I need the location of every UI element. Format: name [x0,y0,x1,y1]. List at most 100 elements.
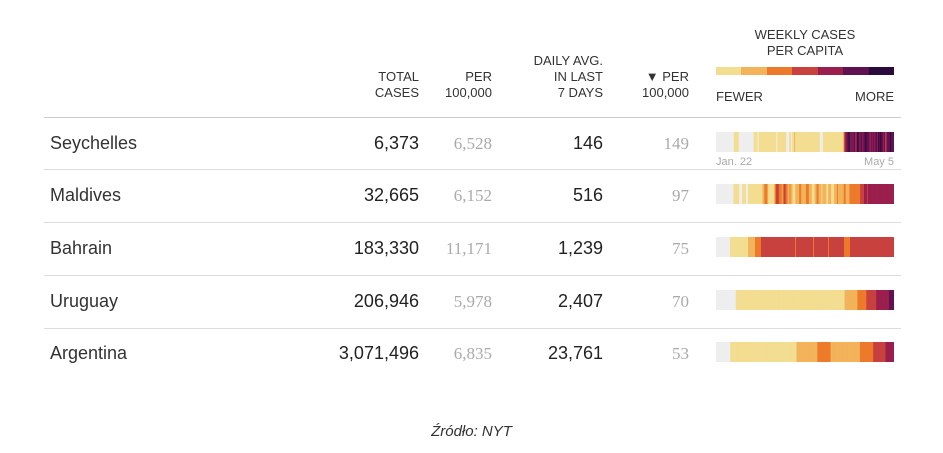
strip-cell [872,132,874,152]
strip-cell [880,290,882,310]
strip-cell [770,132,772,152]
strip-cell [789,342,792,362]
strip-cell [752,132,754,152]
strip-cell [852,132,854,152]
strip-cell [791,342,794,362]
strip-cell [823,342,826,362]
strip-cell [841,290,843,310]
strip-cell [799,132,801,152]
strip-cell [736,290,739,310]
strip-cell [826,342,829,362]
strip-cell [808,184,811,204]
strip-cell [788,132,790,152]
strip-cell [746,237,748,257]
weekly-cases-strip [716,290,894,310]
strip-cell [814,290,817,310]
strip-cell [826,290,829,310]
weekly-cases-strip [716,342,894,362]
strip-cell [825,290,828,310]
strip-cell [786,184,788,204]
strip-cell [817,237,819,257]
strip-cell [776,132,778,152]
strip-cell [739,184,741,204]
strip-cell [800,184,802,204]
strip-cell [788,290,790,310]
strip-cell [801,290,803,310]
strip-cell [721,184,724,204]
strip-cell [825,132,828,152]
strip-cell [817,184,819,204]
strip-cell [848,342,850,362]
strip-cell [806,237,808,257]
strip-cell [780,342,782,362]
strip-cell [734,184,736,204]
strip-cell [891,342,893,362]
strip-cell [870,184,873,204]
strip-cell [753,237,755,257]
strip-cell [727,237,729,257]
strip-cell [839,342,841,362]
strip-cell [772,342,775,362]
strip-cell [891,290,893,310]
strip-cell [724,184,727,204]
strip-cell [806,184,809,204]
strip-cell [824,184,826,204]
strip-cell [804,237,806,257]
strip-cell [785,290,787,310]
strip-cell [806,290,809,310]
strip-cell [832,342,834,362]
header-divider [44,117,901,118]
strip-cell [889,290,891,310]
strip-cell [732,132,735,152]
strip-cell [851,290,853,310]
daily-per-100k-cell: 75 [672,239,689,258]
strip-cell [853,132,855,152]
header-daily-avg-line2: IN LAST [553,69,603,84]
strip-cell [737,342,740,362]
strip-cell [803,184,805,204]
strip-cell [820,290,823,310]
strip-cell [785,132,787,152]
strip-cell [847,342,849,362]
legend-swatch [741,67,767,75]
strip-cell [847,290,849,310]
strip-cell [804,132,806,152]
header-per-100k-sorted[interactable]: ▼ PER 100,000 [610,69,689,101]
strip-cell [760,290,762,310]
strip-cell [772,132,774,152]
strip-cell [751,342,753,362]
strip-cell [866,237,868,257]
strip-cell [781,132,783,152]
strip-cell [791,132,793,152]
strip-cell [801,342,803,362]
strip-cell [729,290,732,310]
strip-cell [721,132,724,152]
strip-cell [723,184,726,204]
strip-cell [804,342,806,362]
strip-cell [764,132,766,152]
strip-cell [765,132,767,152]
strip-cell [797,237,799,257]
strip-cell [723,237,725,257]
strip-cell [782,132,784,152]
strip-cell [847,184,849,204]
country-name: Maldives [50,185,122,205]
strip-cell [876,342,878,362]
strip-cell [782,184,785,204]
strip-cell [752,290,754,310]
strip-cell [845,132,847,152]
strip-cell [789,132,791,152]
strip-cell [743,290,746,310]
per-100k-cell: 6,152 [453,186,492,205]
strip-cell [719,184,722,204]
row-divider [44,328,901,329]
strip-cell [740,184,742,204]
strip-cell [887,132,889,152]
country-name: Argentina [50,343,128,363]
strip-cell [865,290,867,310]
strip-cell [746,184,749,204]
strip-cell [839,237,841,257]
strip-cell [772,290,774,310]
strip-cell [805,342,807,362]
per-100k-cell: 11,171 [445,239,492,258]
